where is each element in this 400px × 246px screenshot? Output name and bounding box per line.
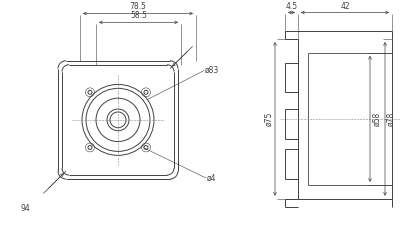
- Text: 94: 94: [20, 204, 30, 213]
- Text: 78.5: 78.5: [130, 2, 146, 12]
- Text: 58.5: 58.5: [130, 11, 147, 20]
- Text: ø4: ø4: [207, 173, 216, 183]
- Text: ø83: ø83: [205, 66, 219, 75]
- Bar: [285, 109, 298, 138]
- Text: ø75: ø75: [264, 112, 273, 126]
- Text: 42: 42: [340, 1, 350, 11]
- Text: ø58: ø58: [372, 112, 381, 126]
- Bar: [285, 149, 298, 179]
- Bar: [285, 63, 298, 92]
- Text: 4.5: 4.5: [286, 1, 298, 11]
- Text: ø78: ø78: [387, 112, 396, 126]
